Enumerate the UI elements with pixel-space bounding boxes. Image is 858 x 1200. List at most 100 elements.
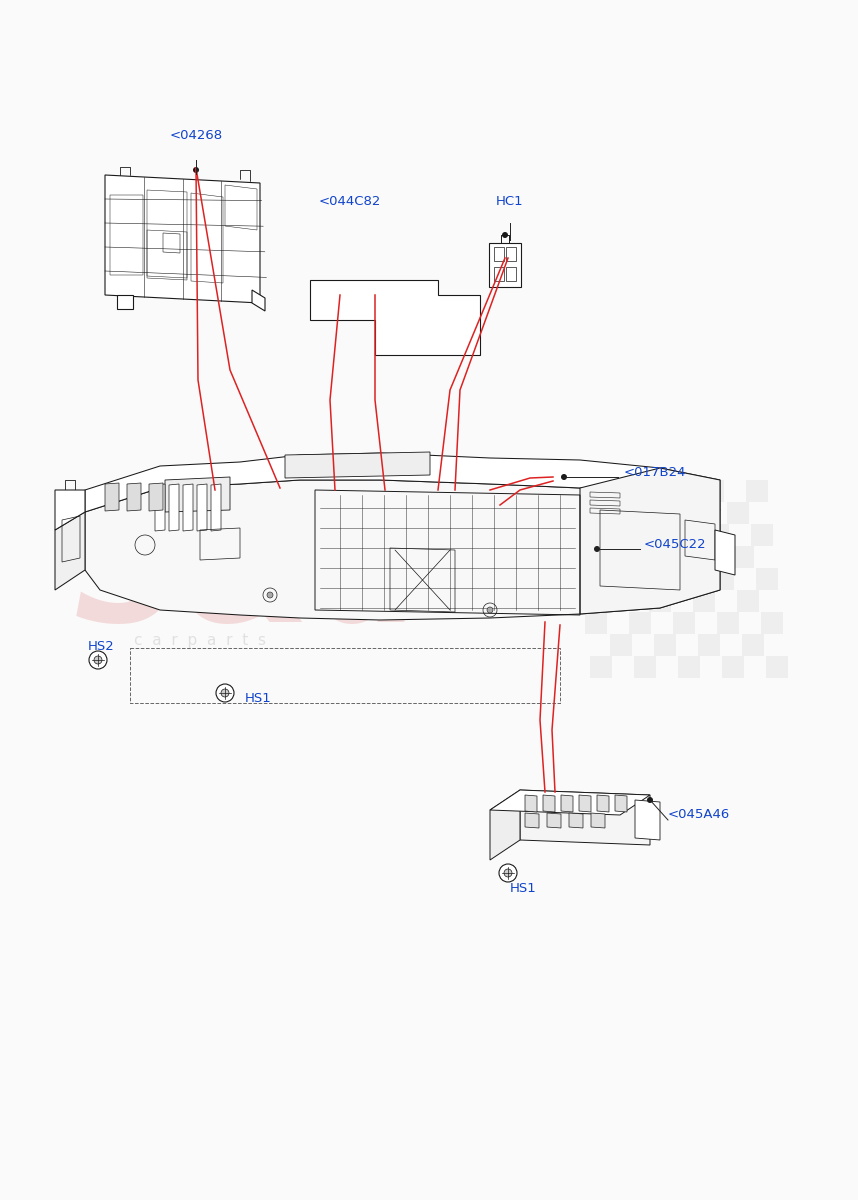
Polygon shape [211,484,221,530]
Text: HC1: HC1 [496,194,524,208]
Circle shape [221,689,229,697]
Bar [605,590,626,612]
Circle shape [499,864,517,882]
Text: HS1: HS1 [510,882,537,894]
Polygon shape [490,790,520,860]
Bar [638,502,661,524]
Bar [590,656,612,678]
Bar [722,656,744,678]
Polygon shape [525,794,537,812]
Bar [682,502,704,524]
Bar [727,502,748,524]
Polygon shape [591,814,605,828]
Polygon shape [615,794,627,812]
Polygon shape [542,470,564,482]
Polygon shape [635,800,660,840]
Bar [649,590,670,612]
Polygon shape [169,484,179,530]
Bar [575,524,597,546]
Bar [687,546,710,568]
Polygon shape [310,280,480,355]
Bar [751,524,773,546]
Polygon shape [165,476,230,512]
Polygon shape [252,290,265,311]
Polygon shape [715,530,735,575]
Bar [654,634,675,656]
Circle shape [504,869,512,877]
Polygon shape [597,794,609,812]
Circle shape [267,592,273,598]
Polygon shape [183,484,193,530]
Bar [585,612,607,634]
Bar [761,612,783,634]
Polygon shape [105,482,119,511]
Bar [614,480,636,502]
Bar [712,568,734,590]
Text: S&d: S&d [74,505,426,654]
Circle shape [561,474,567,480]
Polygon shape [85,452,720,512]
Bar [634,656,656,678]
Text: <045A46: <045A46 [668,809,730,822]
Polygon shape [105,175,260,302]
Circle shape [647,797,653,803]
Bar [717,612,739,634]
Bar [692,590,715,612]
Bar [609,634,631,656]
Text: HS1: HS1 [245,691,272,704]
Bar [741,634,764,656]
Polygon shape [85,480,720,620]
Polygon shape [197,484,207,530]
Polygon shape [561,794,573,812]
Text: <017B24: <017B24 [624,466,686,479]
Bar [732,546,753,568]
Polygon shape [285,452,430,478]
Polygon shape [569,814,583,828]
Circle shape [502,232,508,238]
Bar [580,568,602,590]
Text: <044C82: <044C82 [319,194,381,208]
Polygon shape [525,814,539,828]
Bar [668,568,690,590]
Polygon shape [490,790,650,815]
Polygon shape [155,484,165,530]
Text: c  a  r  p  a  r  t  s: c a r p a r t s [134,632,266,648]
Bar [130,648,560,703]
Polygon shape [117,295,133,308]
Bar [756,568,778,590]
Bar [736,590,758,612]
Polygon shape [543,794,555,812]
Circle shape [89,650,107,670]
Polygon shape [489,242,521,287]
Circle shape [216,684,234,702]
Bar [746,480,768,502]
Bar [663,524,685,546]
Bar [658,480,680,502]
Circle shape [193,167,199,173]
Circle shape [94,656,102,664]
Polygon shape [55,490,85,530]
Bar [673,612,695,634]
Bar [702,480,724,502]
Text: <045C22: <045C22 [644,538,707,551]
Bar [595,502,617,524]
Polygon shape [547,814,561,828]
Polygon shape [127,482,141,511]
Bar [707,524,729,546]
Polygon shape [55,512,85,590]
Polygon shape [520,790,650,845]
Bar [619,524,641,546]
Text: <04268: <04268 [169,128,222,142]
Bar [629,612,651,634]
Bar [570,480,592,502]
Polygon shape [149,482,163,511]
Text: HS2: HS2 [88,640,115,653]
Circle shape [487,607,493,613]
Bar [644,546,666,568]
Bar [624,568,646,590]
Circle shape [594,546,600,552]
Polygon shape [579,794,591,812]
Polygon shape [580,468,720,614]
Bar [698,634,720,656]
Bar [600,546,621,568]
